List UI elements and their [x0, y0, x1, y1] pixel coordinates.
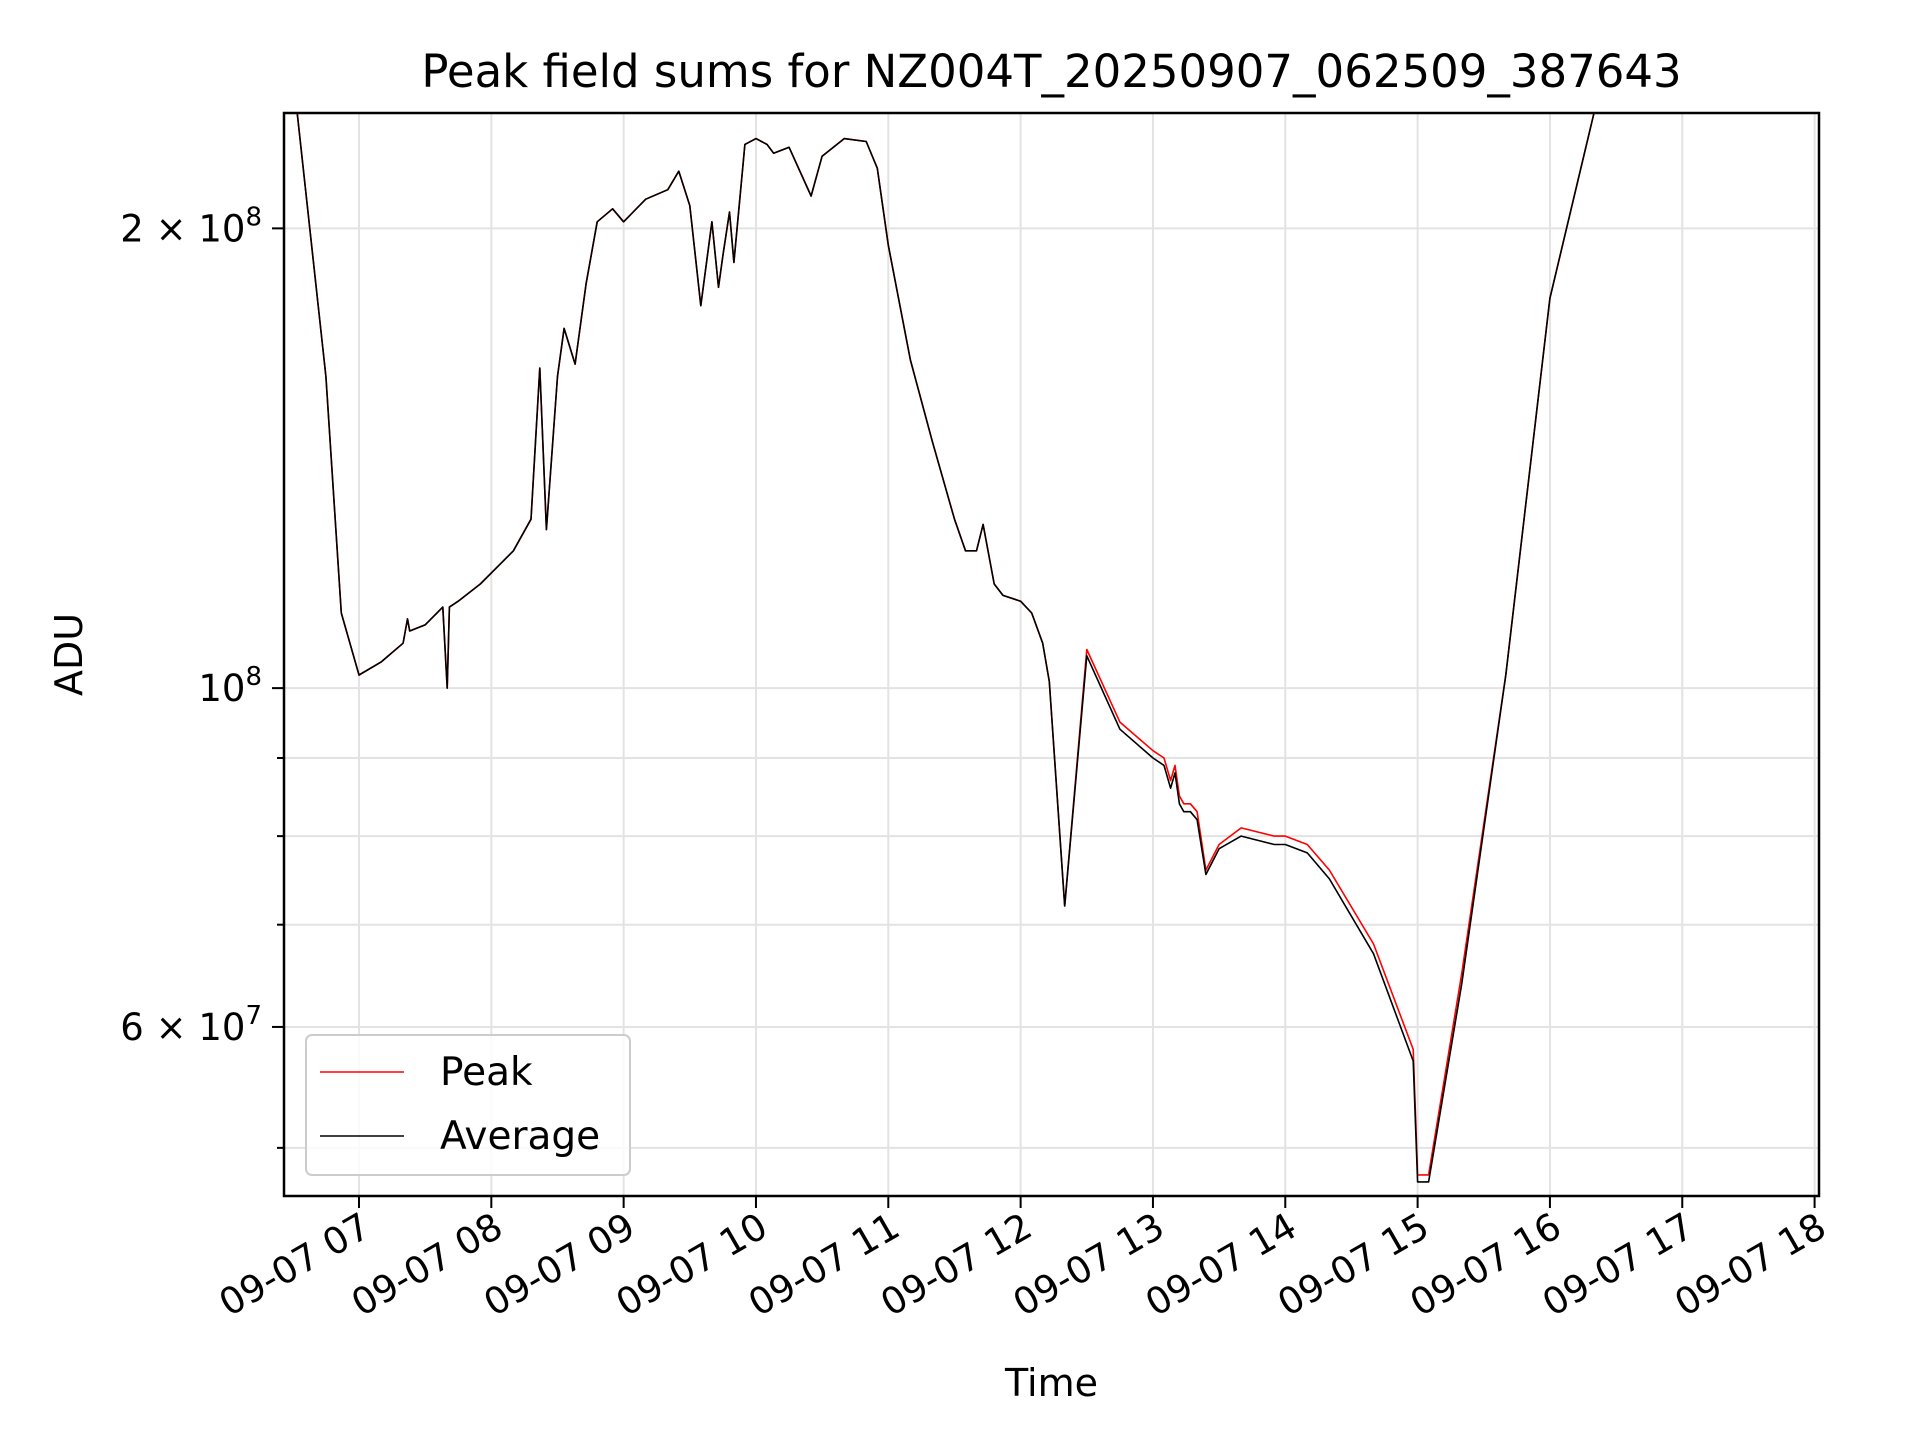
series-line-average: [296, 112, 1617, 1183]
y-tick-label-exponent: 7: [245, 1001, 262, 1031]
x-tick-label: 09-07 14: [1138, 1205, 1304, 1325]
y-tick-label-part: 10: [198, 207, 245, 250]
series-lines: [296, 112, 1617, 1183]
y-tick-label-part: 2: [120, 207, 144, 250]
legend-label-peak: Peak: [440, 1050, 533, 1095]
x-tick-label: 09-07 12: [874, 1205, 1040, 1325]
y-tick-label-exponent: 8: [245, 202, 262, 232]
x-tick-label: 09-07 07: [212, 1205, 378, 1325]
x-tick-label: 09-07 11: [741, 1205, 907, 1325]
x-tick-label: 09-07 17: [1535, 1205, 1701, 1325]
x-tick-label: 09-07 13: [1006, 1205, 1172, 1325]
x-tick-label: 09-07 08: [344, 1205, 510, 1325]
y-tick-label-exponent: 8: [245, 662, 262, 692]
legend-label-average: Average: [440, 1114, 600, 1159]
chart-title: Peak field sums for NZ004T_20250907_0625…: [421, 45, 1681, 98]
y-tick-label: 108: [198, 662, 262, 710]
y-tick-label-part: 10: [198, 1006, 245, 1049]
x-tick-label: 09-07 10: [609, 1205, 775, 1325]
legend-box: [305, 1034, 631, 1176]
y-tick-label: 2 × 108: [120, 202, 262, 250]
y-tick-label-part: 6: [120, 1006, 144, 1049]
y-tick-label-part: 10: [198, 667, 245, 710]
x-tick-label: 09-07 15: [1271, 1205, 1437, 1325]
y-tick-label: 6 × 107: [120, 1001, 262, 1049]
plot-area-frame: [282, 111, 1821, 1198]
grid-lines: [284, 113, 1819, 1196]
x-tick-label: 09-07 09: [477, 1205, 643, 1325]
x-axis-title: Time: [1004, 1361, 1098, 1405]
y-tick-label-part: ×: [144, 207, 199, 250]
y-tick-label-part: ×: [144, 1006, 199, 1049]
y-axis-title: ADU: [47, 613, 91, 696]
legend: Peak Average: [305, 1034, 631, 1176]
x-tick-label: 09-07 18: [1668, 1205, 1834, 1325]
x-tick-label: 09-07 16: [1403, 1205, 1569, 1325]
